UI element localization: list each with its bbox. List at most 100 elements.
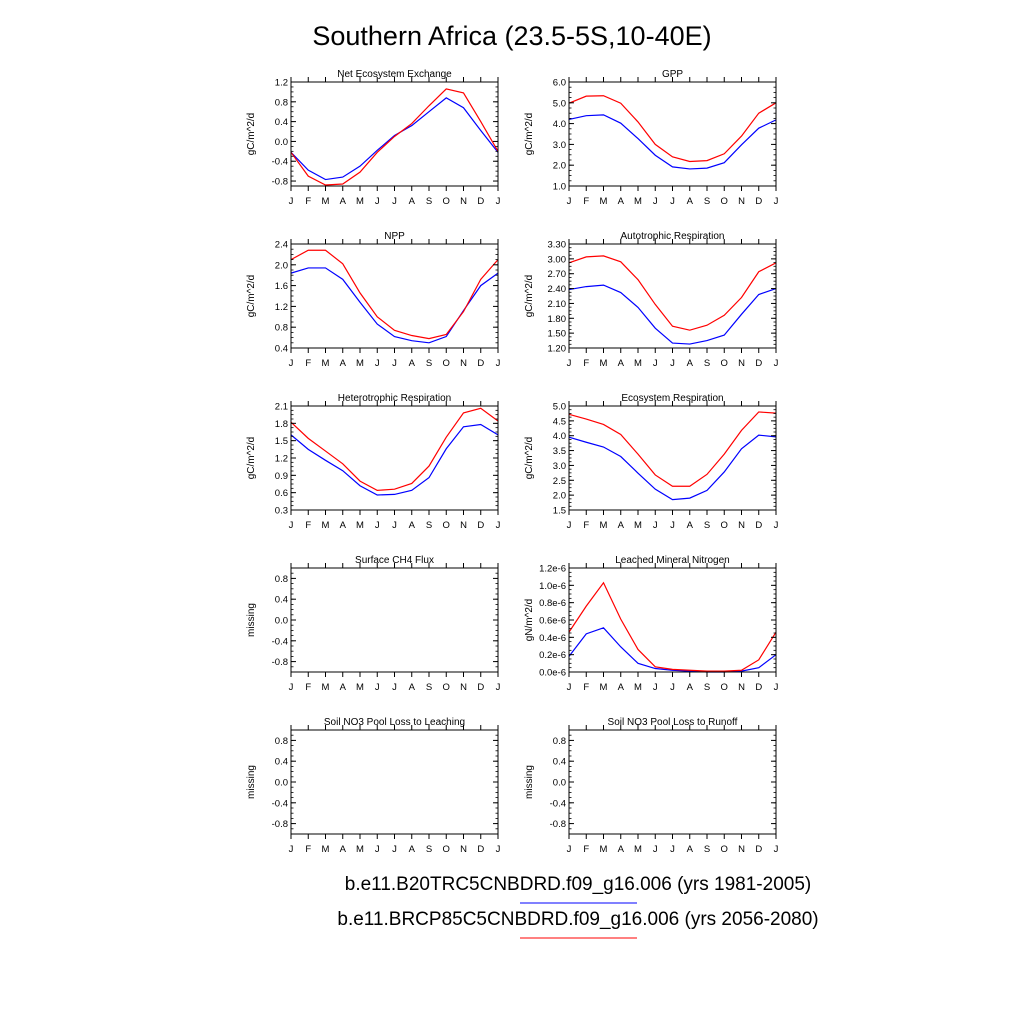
y-tick-label: 4.0: [553, 119, 566, 130]
y-axis-label: gC/m^2/d: [246, 275, 257, 318]
series-line-2: [568, 411, 777, 487]
x-tick-label: N: [460, 682, 467, 693]
x-tick-label: M: [356, 196, 364, 207]
y-tick-label: 3.0: [553, 461, 566, 472]
x-tick-label: A: [409, 844, 416, 855]
y-tick-label: -0.4: [272, 798, 288, 809]
x-tick-label: J: [496, 844, 501, 855]
x-tick-label: D: [477, 520, 484, 531]
y-tick-label: 0.4: [275, 757, 288, 768]
y-axis-label: gC/m^2/d: [524, 437, 535, 480]
x-tick-label: O: [443, 196, 450, 207]
x-tick-label: D: [755, 520, 762, 531]
x-tick-label: J: [392, 358, 397, 369]
series-line-2: [568, 255, 777, 331]
panel-title: Leached Mineral Nitrogen: [615, 555, 730, 566]
x-tick-label: M: [634, 196, 642, 207]
panel-title: GPP: [662, 69, 683, 80]
x-tick-label: S: [704, 520, 710, 531]
y-tick-label: -0.8: [272, 657, 288, 668]
x-tick-label: A: [340, 196, 347, 207]
y-tick-label: 2.1: [275, 402, 288, 413]
x-tick-label: A: [409, 358, 416, 369]
chart-panel: Net Ecosystem Exchange 1.2 0.8 0.4 0.0 -0.4 -0…: [246, 69, 501, 207]
x-tick-label: J: [289, 682, 294, 693]
x-tick-label: A: [409, 520, 416, 531]
x-tick-label: N: [460, 358, 467, 369]
x-tick-label: A: [340, 358, 347, 369]
y-tick-label: 0.8: [275, 97, 288, 108]
y-tick-label: 6.0: [553, 78, 566, 89]
chart-panel: Leached Mineral Nitrogen 1.2e-6 1.0e-6 0.8e…: [524, 555, 779, 693]
plot-frame: [290, 243, 499, 349]
series-line-2: [290, 407, 499, 491]
y-tick-label: 1.6: [275, 281, 288, 292]
x-tick-label: A: [618, 196, 625, 207]
y-tick-label: 1.0: [553, 182, 566, 193]
x-tick-label: M: [634, 358, 642, 369]
x-tick-label: A: [687, 682, 694, 693]
panel-title: Surface CH4 Flux: [355, 555, 434, 566]
x-tick-label: J: [567, 196, 572, 207]
chart-panel: Soil NO3 Pool Loss to Leaching 0.8 0.4 0.0 -…: [246, 717, 501, 855]
x-tick-label: M: [634, 682, 642, 693]
y-tick-label: 2.40: [548, 284, 567, 295]
series-line-1: [290, 97, 499, 181]
x-tick-label: D: [477, 358, 484, 369]
y-tick-label: 1.0e-6: [539, 581, 566, 592]
x-tick-label: J: [653, 196, 658, 207]
series-line-2: [290, 88, 499, 186]
y-tick-label: -0.8: [550, 819, 566, 830]
x-tick-label: J: [289, 358, 294, 369]
y-tick-label: 3.30: [548, 240, 567, 251]
panel-title: Ecosystem Respiration: [621, 393, 723, 404]
panel-title: Autotrophic Respiration: [621, 231, 725, 242]
y-tick-label: 2.0: [553, 161, 566, 172]
x-tick-label: F: [583, 682, 589, 693]
y-tick-label: 3.5: [553, 446, 566, 457]
y-tick-label: 2.5: [553, 476, 566, 487]
x-tick-label: J: [392, 844, 397, 855]
plot-frame: [568, 567, 777, 673]
x-tick-label: J: [496, 358, 501, 369]
legend: b.e11.B20TRC5CNBDRD.f09_g16.006 (yrs 198…: [337, 874, 819, 939]
x-tick-label: N: [738, 520, 745, 531]
x-tick-label: A: [409, 682, 416, 693]
x-tick-label: S: [426, 358, 432, 369]
x-tick-label: M: [356, 682, 364, 693]
y-tick-label: 1.2: [275, 302, 288, 313]
y-tick-label: 5.0: [553, 402, 566, 413]
x-tick-label: J: [289, 844, 294, 855]
x-tick-label: J: [375, 196, 380, 207]
x-tick-label: S: [426, 520, 432, 531]
y-tick-label: 0.4: [275, 117, 288, 128]
x-tick-label: M: [356, 844, 364, 855]
y-tick-label: 0.4e-6: [539, 633, 566, 644]
y-tick-label: 0.0: [553, 778, 566, 789]
y-tick-label: 3.0: [553, 140, 566, 151]
y-tick-label: 0.6e-6: [539, 616, 566, 627]
x-tick-label: A: [340, 682, 347, 693]
x-tick-label: F: [305, 844, 311, 855]
y-axis-label: gC/m^2/d: [524, 113, 535, 156]
x-tick-label: J: [774, 196, 779, 207]
x-tick-label: A: [618, 520, 625, 531]
x-tick-label: M: [356, 358, 364, 369]
y-tick-label: -0.8: [272, 819, 288, 830]
y-tick-label: 0.4: [275, 595, 288, 606]
plot-frame: [290, 729, 499, 835]
y-tick-label: 2.70: [548, 269, 567, 280]
x-tick-label: J: [670, 520, 675, 531]
plot-frame: [568, 405, 777, 511]
x-tick-label: N: [738, 358, 745, 369]
x-tick-label: J: [496, 520, 501, 531]
x-tick-label: A: [340, 520, 347, 531]
y-tick-label: 0.4: [275, 344, 288, 355]
y-tick-label: -0.8: [272, 177, 288, 188]
panel-title: Soil NO3 Pool Loss to Runoff: [608, 717, 738, 728]
x-tick-label: S: [426, 196, 432, 207]
x-tick-label: A: [409, 196, 416, 207]
y-tick-label: 2.10: [548, 299, 567, 310]
x-tick-label: J: [567, 682, 572, 693]
